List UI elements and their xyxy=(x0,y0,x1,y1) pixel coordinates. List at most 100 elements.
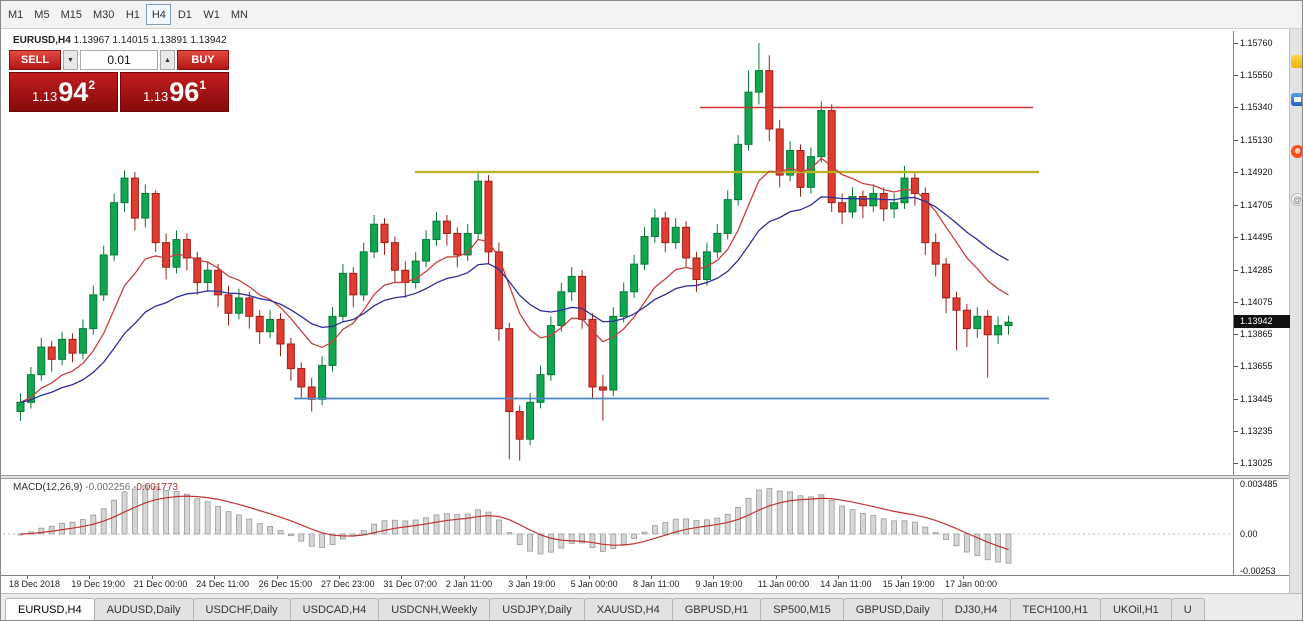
buy-price-big: 96 xyxy=(169,76,200,107)
price-axis-tick xyxy=(1234,139,1238,141)
time-axis-label: 21 Dec 00:00 xyxy=(133,579,188,589)
timeframe-button-h1[interactable]: H1 xyxy=(120,4,145,25)
macd-signal-line xyxy=(20,495,1009,551)
symbol-name: EURUSD,H4 xyxy=(13,35,71,46)
timeframe-button-m1[interactable]: M1 xyxy=(3,4,28,25)
trade-controls-row: SELL ▼ ▲ BUY xyxy=(9,50,229,70)
time-axis-tick xyxy=(463,576,465,579)
time-axis-tick xyxy=(89,576,91,579)
chart-tab-eurusd[interactable]: EURUSD,H4 xyxy=(5,598,95,620)
price-axis-tick xyxy=(1234,75,1238,77)
time-axis-label: 24 Dec 11:00 xyxy=(196,579,250,589)
buy-price-prefix: 1.13 xyxy=(142,88,169,104)
time-axis-label: 3 Jan 19:00 xyxy=(508,579,556,589)
timeframe-button-m5[interactable]: M5 xyxy=(29,4,54,25)
price-axis-tick xyxy=(1234,205,1238,206)
time-axis-tick xyxy=(339,576,340,579)
time-axis-label: 19 Dec 19:00 xyxy=(71,579,125,589)
price-chart-svg[interactable] xyxy=(3,31,1233,475)
chart-tab-xauusd[interactable]: XAUUSD,H4 xyxy=(583,598,673,620)
macd-indicator-label: MACD(12,26,9) -0.002256 -0.001773 xyxy=(13,482,178,493)
timeframe-button-d1[interactable]: D1 xyxy=(172,4,197,25)
chart-tab-dj30[interactable]: DJ30,H4 xyxy=(941,598,1011,620)
at-mail-app-icon[interactable]: @ xyxy=(1291,193,1302,206)
price-axis-label: 1.14705 xyxy=(1240,200,1273,210)
chart-tab-audusd[interactable]: AUDUSD,Daily xyxy=(93,598,194,620)
macd-axis-label: 0.003485 xyxy=(1240,479,1278,489)
volume-input[interactable] xyxy=(80,50,158,70)
desktop-icon-strip: @ xyxy=(1289,29,1302,593)
time-axis-label: 18 Dec 2018 xyxy=(9,579,61,589)
chart-tab-usdcnh[interactable]: USDCNH,Weekly xyxy=(378,598,491,620)
time-axis-tick xyxy=(838,576,840,579)
one-click-trading-panel: SELL ▼ ▲ BUY 1.13 94 2 1.13 96 1 xyxy=(9,50,229,112)
timeframe-button-w1[interactable]: W1 xyxy=(198,4,225,25)
ma-line-slow xyxy=(20,196,1009,403)
volume-decrease-button[interactable]: ▼ xyxy=(63,50,78,70)
price-axis-label: 1.13235 xyxy=(1240,425,1273,436)
chart-tab-u[interactable]: U xyxy=(1170,598,1205,620)
time-axis-tick xyxy=(900,576,902,579)
timeframe-button-m15[interactable]: M15 xyxy=(56,4,87,25)
chart-tab-gbpusd[interactable]: GBPUSD,Daily xyxy=(842,598,943,620)
sell-price-big: 94 xyxy=(58,76,89,107)
chart-tab-usdchf[interactable]: USDCHF,Daily xyxy=(192,598,291,620)
chart-tab-gbpusd[interactable]: GBPUSD,H1 xyxy=(671,598,762,620)
macd-name: MACD(12,26,9) xyxy=(13,482,83,493)
price-axis-label: 1.13865 xyxy=(1240,329,1273,339)
chart-tab-ukoil[interactable]: UKOil,H1 xyxy=(1099,598,1172,620)
macd-axis[interactable]: 0.003485 0.00 -0.00253 xyxy=(1233,479,1289,576)
price-axis-tick xyxy=(1234,366,1238,368)
candles-group xyxy=(16,43,1013,461)
time-axis-tick xyxy=(401,576,403,579)
panel-splitter[interactable] xyxy=(1,475,1289,479)
buy-price-pipette: 1 xyxy=(199,78,207,92)
time-axis-label: 26 Dec 15:00 xyxy=(258,579,313,589)
ohlc-values: 1.13967 1.14015 1.13891 1.13942 xyxy=(73,35,227,46)
buy-price-display[interactable]: 1.13 96 1 xyxy=(120,72,229,112)
macd-axis-label: 0.00 xyxy=(1240,528,1258,539)
buy-button[interactable]: BUY xyxy=(177,50,229,70)
time-axis[interactable]: 18 Dec 2018 19 Dec 19:00 21 Dec 00:00 24 De… xyxy=(1,576,1289,593)
price-axis-tick xyxy=(1234,398,1238,400)
sell-price-prefix: 1.13 xyxy=(31,88,58,104)
time-axis-label: 9 Jan 19:00 xyxy=(695,579,743,589)
sell-price-display[interactable]: 1.13 94 2 xyxy=(9,72,118,112)
time-axis-tick xyxy=(526,576,528,579)
timeframe-button-mn[interactable]: MN xyxy=(226,4,253,25)
macd-chart-svg[interactable] xyxy=(3,479,1233,575)
chart-tab-tech100[interactable]: TECH100,H1 xyxy=(1009,598,1101,620)
time-axis-label: 31 Dec 07:00 xyxy=(383,579,437,589)
time-axis-separator xyxy=(1,575,1289,576)
timeframe-button-m30[interactable]: M30 xyxy=(88,4,119,25)
chart-tab-usdcad[interactable]: USDCAD,H4 xyxy=(289,598,380,620)
chart-tab-usdjpy[interactable]: USDJPY,Daily xyxy=(489,598,585,620)
browser-eye-app-icon[interactable] xyxy=(1291,145,1302,158)
timeframe-button-h4[interactable]: H4 xyxy=(146,4,172,25)
price-axis-tick xyxy=(1234,43,1238,44)
time-axis-tick xyxy=(151,576,153,579)
price-axis-label: 1.15550 xyxy=(1240,70,1273,81)
blue-chat-app-icon[interactable] xyxy=(1291,93,1302,106)
time-axis-label: 27 Dec 23:00 xyxy=(321,579,375,589)
price-axis-label: 1.14920 xyxy=(1240,166,1273,177)
time-axis-label: 2 Jan 11:00 xyxy=(445,579,493,589)
time-axis-label: 5 Jan 00:00 xyxy=(570,579,618,589)
price-axis[interactable]: 1.13942 1.15760 1.15550 1.15340 1.15130 1.14… xyxy=(1233,31,1290,475)
price-axis-label: 1.14285 xyxy=(1240,264,1273,275)
time-axis-label: 11 Jan 00:00 xyxy=(757,579,810,589)
time-axis-tick xyxy=(775,576,777,579)
volume-increase-button[interactable]: ▲ xyxy=(160,50,175,70)
chart-tab-sp500[interactable]: SP500,M15 xyxy=(760,598,844,620)
price-axis-tick xyxy=(1234,171,1238,173)
price-axis-label: 1.13445 xyxy=(1240,393,1273,404)
price-axis-label: 1.14495 xyxy=(1240,232,1273,243)
time-axis-label: 8 Jan 11:00 xyxy=(633,579,680,589)
sell-button[interactable]: SELL xyxy=(9,50,61,70)
sell-price-pipette: 2 xyxy=(88,78,96,92)
time-axis-tick xyxy=(214,576,216,579)
yellow-app-icon[interactable] xyxy=(1291,55,1302,68)
macd-histogram xyxy=(17,484,1012,564)
price-axis-tick xyxy=(1234,430,1238,432)
